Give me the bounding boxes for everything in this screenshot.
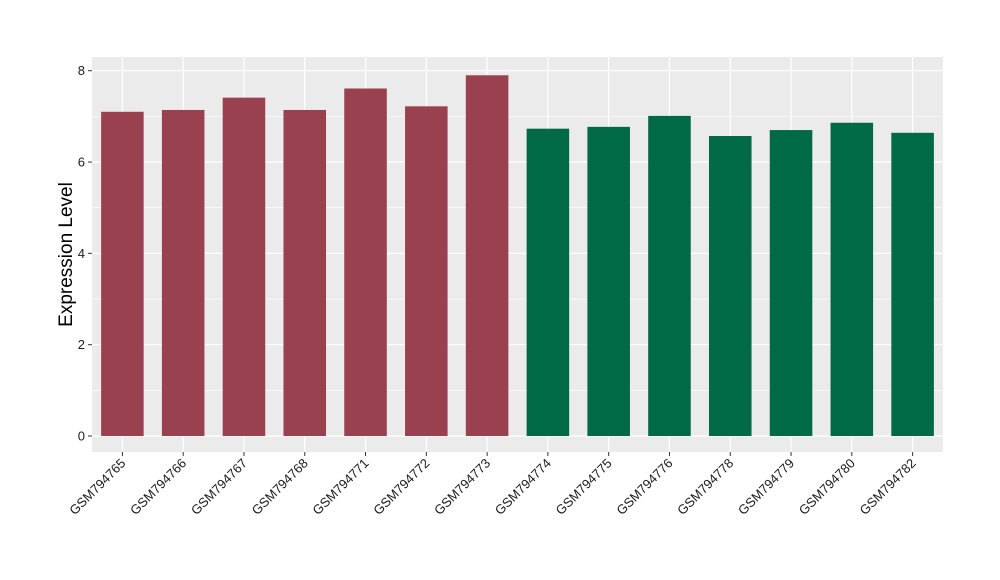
x-tick-label: GSM794776 (613, 456, 675, 518)
x-tick-label: GSM794767 (188, 456, 250, 518)
x-tick-label: GSM794779 (735, 456, 797, 518)
bar (344, 88, 387, 437)
bar (283, 109, 327, 437)
bar (830, 122, 874, 437)
bar (708, 136, 752, 437)
x-tick-label: GSM794778 (674, 456, 736, 518)
x-axis-ticks: GSM794765GSM794766GSM794767GSM794768GSM7… (66, 452, 919, 518)
x-tick-label: GSM794782 (857, 456, 919, 518)
bar (891, 132, 934, 437)
x-tick-label: GSM794772 (370, 456, 432, 518)
bar (405, 106, 448, 437)
x-tick-label: GSM794780 (796, 456, 858, 518)
y-tick-label: 2 (78, 337, 85, 352)
x-tick-label: GSM794775 (553, 456, 615, 518)
bar (526, 128, 570, 437)
bars (101, 75, 934, 437)
bar (222, 97, 266, 437)
x-tick-label: GSM794773 (431, 456, 493, 518)
bar (587, 126, 630, 437)
y-tick-label: 4 (78, 246, 85, 261)
bar (101, 111, 144, 437)
bar (465, 75, 509, 437)
bar (769, 130, 813, 437)
y-axis-title: Expression Level (56, 182, 77, 327)
y-tick-label: 0 (78, 429, 85, 444)
x-tick-label: GSM794774 (492, 456, 554, 518)
x-tick-label: GSM794765 (66, 456, 128, 518)
y-tick-label: 8 (78, 63, 85, 78)
x-tick-label: GSM794768 (249, 456, 311, 518)
bar (161, 109, 205, 437)
x-tick-label: GSM794766 (127, 456, 189, 518)
y-tick-label: 6 (78, 155, 85, 170)
bar (648, 115, 691, 437)
y-axis-ticks: 0 2 4 6 8 (78, 63, 92, 444)
x-tick-label: GSM794771 (309, 456, 371, 518)
